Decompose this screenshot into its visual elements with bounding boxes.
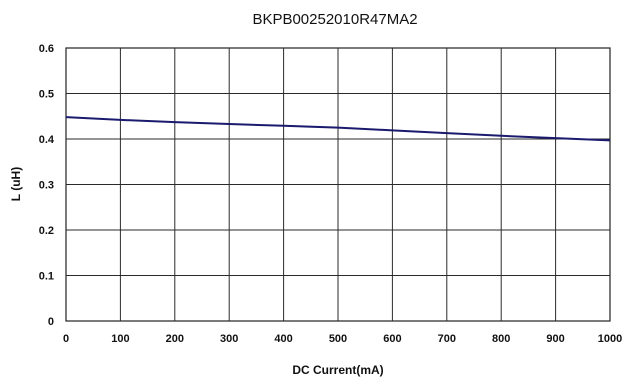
y-tick-label: 0.4 — [39, 134, 55, 146]
x-tick-label: 700 — [438, 333, 456, 345]
y-tick-label: 0.6 — [39, 43, 54, 55]
series-layer — [65, 116, 611, 142]
y-tick-labels: 0 0.1 0.2 0.3 0.4 0.5 0.6 — [39, 43, 55, 328]
x-tick-label: 500 — [329, 333, 347, 345]
x-tick-label: 100 — [111, 333, 129, 345]
y-tick-label: 0.3 — [39, 180, 54, 192]
horizontal-gridlines — [66, 93, 610, 276]
x-tick-label: 800 — [492, 333, 510, 345]
x-tick-label: 400 — [274, 333, 292, 345]
x-tick-label: 600 — [383, 333, 401, 345]
y-axis-label: L (uH) — [9, 167, 23, 201]
x-tick-label: 900 — [546, 333, 564, 345]
series-line-inductance — [65, 116, 611, 142]
chart-title: BKPB00252010R47MA2 — [252, 11, 417, 28]
y-tick-label: 0 — [48, 316, 54, 328]
x-tick-labels: 0 100 200 300 400 500 600 700 800 900 1000 — [63, 333, 622, 345]
x-tick-label: 1000 — [598, 333, 622, 345]
x-tick-label: 0 — [63, 333, 69, 345]
y-tick-label: 0.2 — [39, 225, 54, 237]
x-tick-label: 200 — [166, 333, 184, 345]
x-tick-label: 300 — [220, 333, 238, 345]
y-tick-label: 0.1 — [39, 271, 54, 283]
y-tick-label: 0.5 — [39, 89, 54, 101]
x-axis-label: DC Current(mA) — [292, 363, 383, 377]
